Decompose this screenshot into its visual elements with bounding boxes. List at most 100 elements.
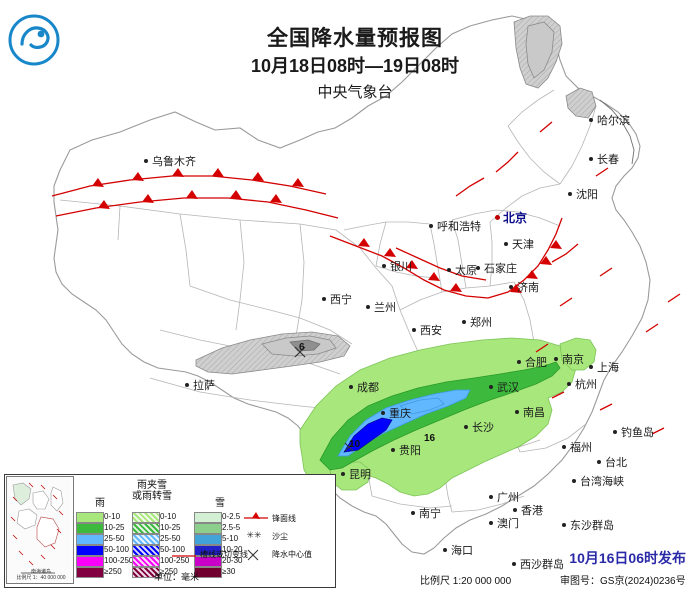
- south-china-sea-inset: 南海诸岛 比例尺 1：40 000 000: [6, 476, 74, 584]
- city-marker: [382, 264, 386, 268]
- city-label: 西安: [420, 325, 442, 337]
- city-marker: [489, 521, 493, 525]
- legend-swatch: [194, 556, 222, 567]
- inset-scale-label: 南海诸岛 比例尺 1：40 000 000: [16, 569, 66, 581]
- legend-swatch: [132, 567, 160, 578]
- city-label: 上海: [597, 362, 619, 374]
- city-marker: [589, 365, 593, 369]
- legend-swatch: [132, 512, 160, 523]
- city-label: 福州: [570, 442, 592, 454]
- legend-swatch: [194, 512, 222, 523]
- city-label: 长沙: [472, 422, 494, 434]
- city-label: 石家庄: [484, 263, 517, 275]
- city-label: 台北: [605, 457, 627, 469]
- legend-swatch-label: 100-250: [104, 556, 134, 565]
- city-marker: [412, 328, 416, 332]
- city-label: 合肥: [525, 357, 547, 369]
- sandstorm-symbol: [294, 346, 306, 358]
- city-label: 贵阳: [399, 445, 421, 457]
- legend-swatch-label: ≥30: [222, 567, 236, 576]
- rain-area-medium: [319, 361, 561, 471]
- legend-header-sleet: 雨夹雪 或雨转雪: [132, 480, 172, 502]
- legend-swatch-label: 50-100: [160, 545, 185, 554]
- legend-swatch: [132, 534, 160, 545]
- city-label: 南京: [562, 354, 584, 366]
- city-marker: [515, 410, 519, 414]
- city-marker: [489, 495, 493, 499]
- city-marker: [381, 411, 385, 415]
- legend-swatch: [76, 523, 104, 534]
- city-marker: [517, 360, 521, 364]
- city-label: 广州: [497, 492, 519, 504]
- city-marker: [447, 268, 451, 272]
- legend-swatch: [132, 556, 160, 567]
- city-marker: [464, 425, 468, 429]
- legend-trough-label: 槽线或切变线: [200, 550, 248, 559]
- legend-swatch: [76, 534, 104, 545]
- city-marker: [562, 523, 566, 527]
- legend: 南海诸岛 比例尺 1：40 000 000 雨 雨夹雪 或雨转雪 雪 0-10 10-…: [4, 474, 336, 588]
- city-label: 南昌: [523, 407, 545, 419]
- legend-header-snow: 雪: [215, 498, 225, 509]
- city-label: 哈尔滨: [597, 115, 630, 127]
- coastline: [599, 99, 635, 165]
- city-label: 昆明: [349, 469, 371, 481]
- legend-swatch: [76, 556, 104, 567]
- city-label: 郑州: [470, 317, 492, 329]
- city-label: 北京: [503, 211, 528, 225]
- scale-text: 比例尺 1:20 000 000: [420, 576, 512, 587]
- contour-value: 10: [349, 439, 361, 450]
- city-marker: [513, 508, 517, 512]
- front-barbs: [92, 168, 562, 293]
- city-label: 乌鲁木齐: [152, 156, 196, 168]
- legend-unit: 单位：毫米: [154, 572, 200, 582]
- city-label: 海口: [451, 545, 473, 557]
- cma-logo: [8, 14, 60, 66]
- legend-swatch-label: 100-250: [160, 556, 190, 565]
- legend-front-label: 锋面线: [272, 514, 296, 523]
- map-number: 审图号：GS京(2024)0236号: [560, 576, 686, 587]
- city-marker: [144, 159, 148, 163]
- city-marker: [589, 118, 593, 122]
- map-title-period: 10月18日08时—19日08时: [250, 56, 460, 76]
- city-label: 香港: [521, 505, 543, 517]
- city-marker: [495, 215, 500, 220]
- city-marker: [462, 320, 466, 324]
- contour-value: 6: [299, 342, 305, 353]
- rain-center-symbol: [344, 442, 354, 452]
- city-label: 钓鱼岛: [621, 427, 654, 439]
- map-title: 全国降水量预报图: [267, 27, 443, 50]
- legend-swatch-label: 0-2.5: [222, 512, 241, 521]
- city-marker: [572, 479, 576, 483]
- city-label: 澳门: [497, 518, 519, 530]
- city-label: 重庆: [389, 408, 411, 420]
- city-marker: [554, 357, 558, 361]
- legend-header-rain: 雨: [95, 498, 105, 509]
- legend-swatch-label: 0-10: [104, 512, 121, 521]
- legend-raincenter-label: 降水中心值: [272, 550, 312, 559]
- city-label: 济南: [517, 282, 539, 294]
- city-label: 长春: [597, 154, 619, 166]
- city-marker: [489, 385, 493, 389]
- city-marker: [185, 383, 189, 387]
- legend-swatch: [76, 545, 104, 556]
- city-marker: [341, 472, 345, 476]
- city-label: 沈阳: [576, 189, 598, 201]
- city-marker: [509, 285, 513, 289]
- city-marker: [504, 242, 508, 246]
- city-marker: [562, 445, 566, 449]
- city-label: 天津: [512, 239, 534, 251]
- city-marker: [476, 266, 480, 270]
- legend-swatch-label: 5-10: [222, 534, 239, 543]
- city-marker: [391, 448, 395, 452]
- legend-swatch-label: 2.5-5: [222, 523, 241, 532]
- legend-swatch-label: ≥250: [160, 567, 178, 576]
- city-label: 武汉: [497, 382, 519, 394]
- city-label: 兰州: [374, 302, 396, 314]
- title-block: 全国降水量预报图 10月18日08时—19日08时 中央气象台: [240, 26, 470, 104]
- legend-swatch: [194, 534, 222, 545]
- city-marker: [568, 192, 572, 196]
- city-label: 东沙群岛: [570, 520, 614, 532]
- legend-swatch-label: 20-30: [222, 556, 243, 565]
